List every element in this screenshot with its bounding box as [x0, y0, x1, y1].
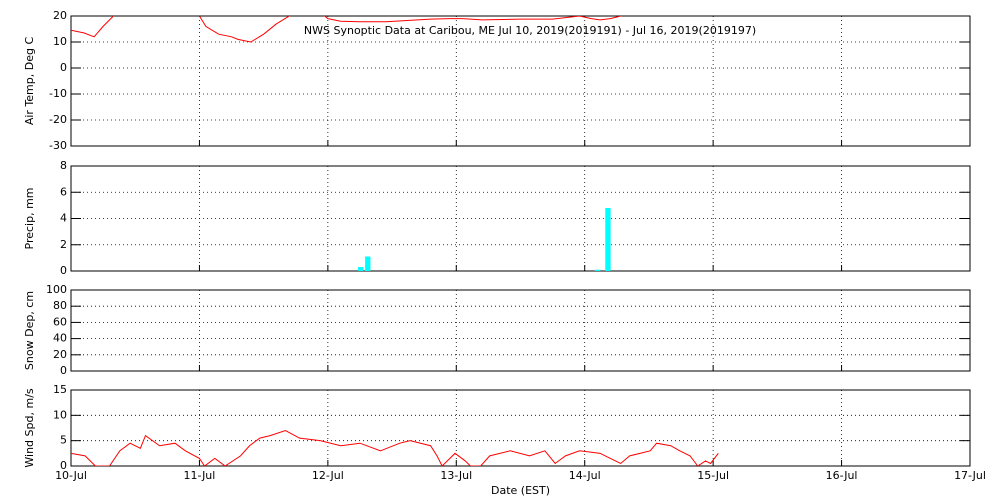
- y-tick-label: 15: [53, 383, 67, 396]
- x-axis-label: Date (EST): [491, 484, 550, 497]
- y-axis-label: Wind Spd, m/s: [23, 388, 36, 468]
- y-tick-label: 2: [60, 238, 67, 251]
- x-tick-label: 10-Jul: [55, 469, 87, 482]
- y-axis-label: Air Temp, Deg C: [23, 37, 36, 126]
- y-tick-label: 100: [46, 283, 67, 296]
- bar: [605, 208, 611, 271]
- y-tick-label: 40: [53, 332, 67, 345]
- plot-frame: [70, 15, 971, 147]
- y-tick-label: 0: [60, 364, 67, 377]
- y-tick-label: -10: [49, 87, 67, 100]
- y-tick-label: 80: [53, 299, 67, 312]
- plot-data: [358, 208, 611, 271]
- y-tick-label: 4: [60, 212, 67, 225]
- y-tick-label: -30: [49, 139, 67, 152]
- data-line: [71, 16, 622, 43]
- y-tick-label: 20: [53, 348, 67, 361]
- y-tick-label: 0: [60, 459, 67, 472]
- y-tick-label: 60: [53, 315, 67, 328]
- y-tick-label: 0: [60, 61, 67, 74]
- bar: [594, 269, 601, 271]
- bar: [358, 267, 364, 271]
- x-tick-label: 16-Jul: [826, 469, 858, 482]
- y-tick-label: 6: [60, 185, 67, 198]
- data-line: [71, 429, 719, 466]
- bar: [365, 256, 371, 271]
- x-tick-label: 17-Jul: [954, 469, 986, 482]
- plot-data: [71, 16, 622, 43]
- x-tick-label: 15-Jul: [697, 469, 729, 482]
- x-tick-label: 14-Jul: [569, 469, 601, 482]
- y-axis-label: Precip, mm: [23, 188, 36, 250]
- x-tick-label: 13-Jul: [440, 469, 472, 482]
- plot-frame: [70, 165, 971, 272]
- plot-frame: [70, 389, 971, 467]
- y-tick-label: 8: [60, 159, 67, 172]
- plot-data: [71, 429, 719, 466]
- chart-title: NWS Synoptic Data at Caribou, ME Jul 10,…: [304, 24, 756, 37]
- y-tick-label: 10: [53, 35, 67, 48]
- y-tick-label: 0: [60, 264, 67, 277]
- plot-frame: [70, 289, 971, 372]
- y-tick-label: 10: [53, 408, 67, 421]
- y-tick-label: 20: [53, 9, 67, 22]
- x-tick-label: 12-Jul: [312, 469, 344, 482]
- y-tick-label: 5: [60, 434, 67, 447]
- y-axis-label: Snow Dep, cm: [23, 291, 36, 370]
- y-tick-label: -20: [49, 113, 67, 126]
- x-tick-label: 11-Jul: [183, 469, 215, 482]
